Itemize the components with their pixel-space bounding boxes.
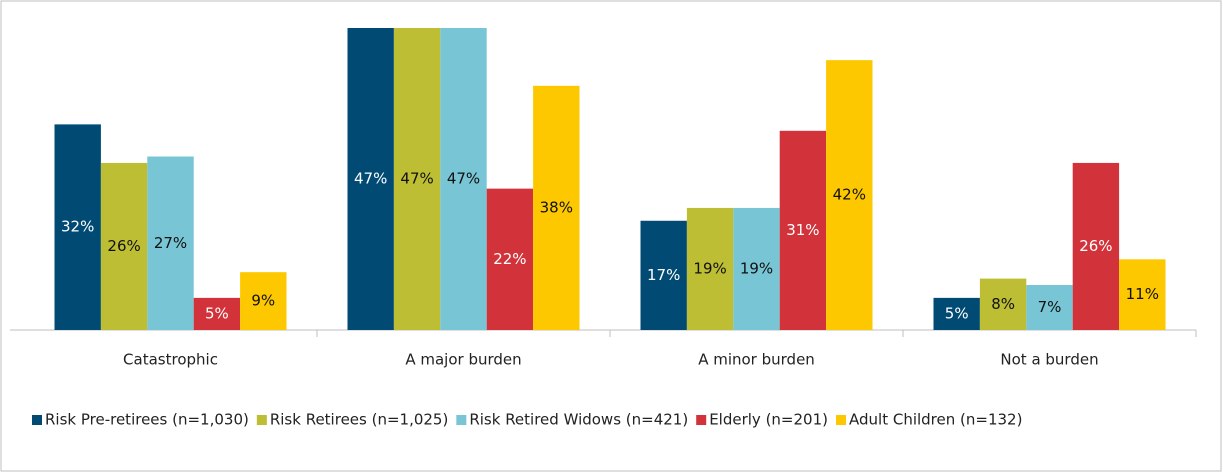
legend-label: Risk Pre-retirees (n=1,030) (45, 411, 249, 429)
legend-swatch (696, 415, 707, 425)
data-label: 42% (833, 186, 866, 204)
bar (347, 28, 394, 330)
bar (640, 220, 687, 330)
data-label: 32% (61, 218, 94, 236)
data-label: 8% (991, 295, 1015, 313)
data-label: 11% (1126, 285, 1159, 303)
x-tick-label: Catastrophic (123, 351, 218, 369)
bar (54, 124, 101, 330)
data-label: 19% (693, 259, 726, 277)
bar (486, 188, 534, 330)
data-label: 47% (354, 170, 387, 188)
legend-swatch (32, 415, 42, 425)
bar (147, 156, 194, 330)
legend-label: Elderly (n=201) (709, 411, 828, 429)
data-label: 5% (945, 304, 969, 322)
data-label: 47% (447, 170, 480, 188)
data-label: 5% (205, 304, 229, 322)
bar (1026, 285, 1073, 330)
data-label: 17% (647, 266, 680, 284)
bar (533, 85, 580, 330)
bar (240, 272, 287, 330)
data-label: 31% (786, 221, 819, 239)
bar (100, 162, 148, 330)
legend-swatch (456, 415, 467, 425)
bar (440, 28, 487, 330)
legend-label: Risk Retired Widows (n=421) (469, 411, 688, 429)
x-tick-label: A minor burden (698, 351, 815, 369)
data-label: 9% (251, 292, 275, 310)
bar (733, 207, 780, 330)
bar (686, 207, 734, 330)
legend-label: Risk Retirees (n=1,025) (270, 411, 448, 429)
data-label: 19% (740, 259, 773, 277)
x-tick-label: A major burden (405, 351, 521, 369)
bar (393, 28, 441, 330)
data-label: 7% (1038, 298, 1062, 316)
bar (933, 297, 980, 330)
data-label: 38% (540, 198, 573, 216)
bar (826, 60, 873, 331)
data-label: 26% (107, 237, 140, 255)
data-label: 47% (400, 170, 433, 188)
bar (779, 130, 827, 330)
data-label: 22% (493, 250, 526, 268)
data-label: 27% (154, 234, 187, 252)
data-label: 26% (1079, 237, 1112, 255)
bar (193, 297, 241, 330)
bar (979, 278, 1027, 330)
legend-swatch (256, 415, 267, 425)
legend-label: Adult Children (n=132) (849, 411, 1022, 429)
bar (1119, 259, 1166, 330)
x-tick-label: Not a burden (1000, 351, 1098, 369)
bar (1072, 162, 1120, 330)
legend-swatch (836, 415, 846, 425)
